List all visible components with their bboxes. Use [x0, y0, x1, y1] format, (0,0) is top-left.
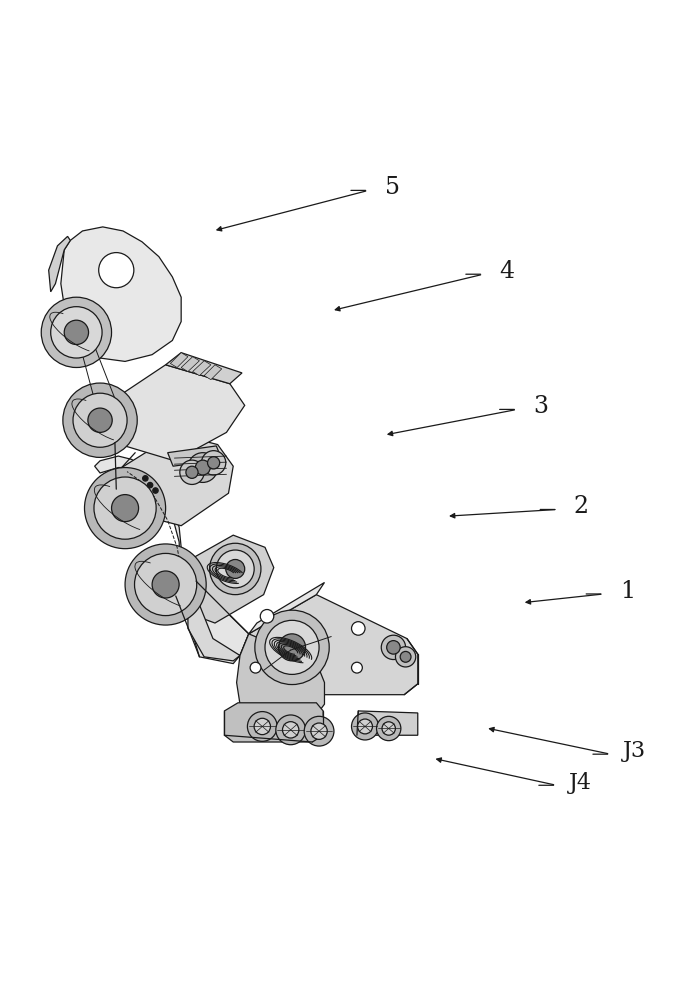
Text: 5: 5: [385, 176, 400, 199]
Circle shape: [153, 488, 158, 493]
Polygon shape: [193, 361, 211, 376]
Circle shape: [125, 544, 206, 625]
Polygon shape: [181, 357, 199, 372]
Circle shape: [41, 297, 112, 368]
Polygon shape: [95, 456, 249, 664]
Polygon shape: [168, 446, 222, 466]
Circle shape: [377, 716, 401, 741]
Circle shape: [73, 393, 127, 447]
Text: 3: 3: [533, 395, 548, 418]
Circle shape: [387, 641, 400, 654]
Circle shape: [84, 468, 166, 549]
Circle shape: [180, 460, 204, 484]
Text: J4: J4: [569, 772, 592, 794]
Circle shape: [265, 620, 319, 674]
Circle shape: [352, 622, 365, 635]
Polygon shape: [204, 365, 222, 380]
Polygon shape: [49, 236, 70, 292]
Circle shape: [250, 662, 261, 673]
Polygon shape: [188, 603, 240, 661]
Polygon shape: [100, 365, 245, 461]
Circle shape: [247, 712, 277, 741]
Circle shape: [276, 715, 306, 745]
Circle shape: [216, 550, 254, 588]
Circle shape: [382, 722, 395, 735]
Circle shape: [210, 543, 261, 595]
Circle shape: [51, 307, 102, 358]
Circle shape: [352, 713, 379, 740]
Polygon shape: [357, 711, 418, 735]
Circle shape: [279, 634, 306, 661]
Circle shape: [188, 453, 218, 482]
Circle shape: [135, 553, 197, 616]
Circle shape: [112, 495, 139, 522]
Polygon shape: [240, 595, 418, 695]
Circle shape: [201, 451, 226, 475]
Circle shape: [88, 408, 112, 432]
Circle shape: [226, 559, 245, 578]
Circle shape: [147, 482, 153, 488]
Circle shape: [254, 718, 270, 735]
Circle shape: [63, 383, 137, 457]
Circle shape: [400, 651, 411, 662]
Polygon shape: [237, 634, 324, 715]
Circle shape: [381, 635, 406, 660]
Text: 1: 1: [620, 580, 635, 603]
Polygon shape: [172, 535, 274, 623]
Text: 2: 2: [574, 495, 589, 518]
Polygon shape: [224, 703, 323, 742]
Polygon shape: [249, 582, 324, 634]
Circle shape: [311, 723, 327, 739]
Circle shape: [195, 460, 210, 475]
Circle shape: [64, 320, 89, 345]
Polygon shape: [116, 434, 233, 526]
Polygon shape: [170, 353, 188, 368]
Circle shape: [99, 253, 134, 288]
Circle shape: [358, 719, 372, 734]
Polygon shape: [166, 353, 242, 384]
Polygon shape: [61, 227, 181, 361]
Text: 4: 4: [500, 260, 514, 283]
Circle shape: [186, 466, 198, 478]
Circle shape: [352, 662, 362, 673]
Text: J3: J3: [623, 740, 646, 762]
Circle shape: [283, 722, 299, 738]
Circle shape: [304, 716, 334, 746]
Circle shape: [143, 476, 148, 481]
Circle shape: [94, 477, 156, 539]
Circle shape: [395, 647, 416, 667]
Circle shape: [255, 610, 329, 685]
Circle shape: [260, 610, 274, 623]
Circle shape: [208, 457, 220, 469]
Circle shape: [152, 571, 179, 598]
